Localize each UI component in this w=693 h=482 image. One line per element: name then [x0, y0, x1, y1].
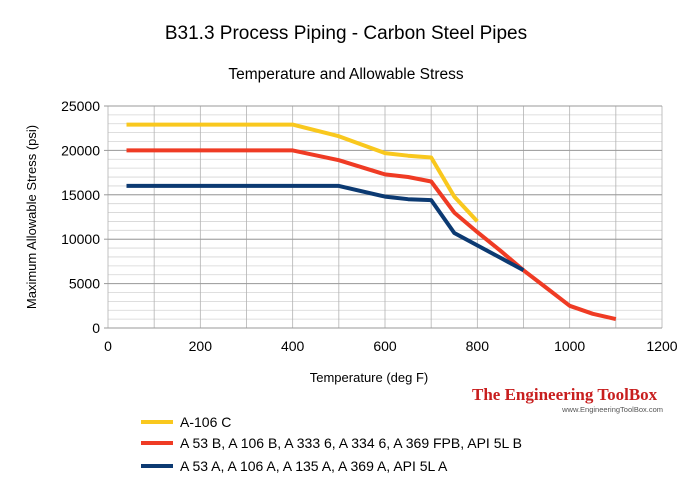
x-tick-label: 600: [373, 338, 397, 354]
y-tick-label: 15000: [61, 187, 100, 203]
x-axis-ticks: 0 200 400 600 800 1000 1200: [104, 338, 678, 354]
watermark-url: www.EngineeringToolBox.com: [561, 405, 663, 414]
legend-label-2: A 53 B, A 106 B, A 333 6, A 334 6, A 369…: [180, 435, 522, 451]
x-tick-label: 400: [281, 338, 305, 354]
x-tick-label: 1200: [646, 338, 677, 354]
x-axis-label: Temperature (deg F): [310, 370, 429, 385]
legend-label-3: A 53 A, A 106 A, A 135 A, A 369 A, API 5…: [180, 458, 448, 474]
series-line-1: [126, 122, 479, 223]
watermark-brand: The Engineering ToolBox: [472, 385, 658, 404]
y-axis-ticks: 0 5000 10000 15000 20000 25000: [61, 98, 108, 336]
chart-subtitle: Temperature and Allowable Stress: [228, 66, 463, 83]
y-axis-label: Maximum Allowable Stress (psi): [24, 125, 39, 309]
y-tick-label: 25000: [61, 98, 100, 114]
y-tick-label: 0: [92, 320, 100, 336]
y-tick-label: 20000: [61, 142, 100, 158]
x-tick-label: 800: [466, 338, 490, 354]
series-lines: [126, 122, 617, 322]
series-line-2: [126, 148, 617, 322]
legend: A-106 C A 53 B, A 106 B, A 333 6, A 334 6…: [141, 414, 522, 474]
x-tick-label: 0: [104, 338, 112, 354]
x-tick-label: 200: [189, 338, 213, 354]
series-line-3: [126, 183, 525, 273]
y-tick-label: 5000: [69, 276, 100, 292]
x-tick-label: 1000: [554, 338, 585, 354]
grid: [107, 105, 663, 329]
y-tick-label: 10000: [61, 231, 100, 247]
legend-label-1: A-106 C: [180, 414, 231, 430]
engineering-toolbox-logo: The Engineering ToolBox www.EngineeringT…: [472, 385, 663, 414]
chart-title: B31.3 Process Piping - Carbon Steel Pipe…: [165, 23, 527, 44]
